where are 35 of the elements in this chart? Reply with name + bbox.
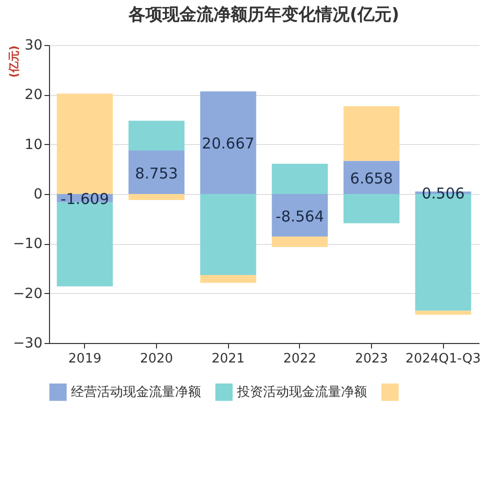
data-label: -8.564 <box>276 207 324 226</box>
data-label: 20.667 <box>202 134 254 153</box>
legend-label: 经营活动现金流量净额 <box>71 384 201 400</box>
y-axis-title: (亿元) <box>8 46 20 78</box>
y-tick-label: −30 <box>12 336 42 352</box>
x-tick-label: 2021 <box>212 352 245 366</box>
data-label: 8.753 <box>135 164 178 182</box>
bar <box>128 120 184 151</box>
bar <box>56 94 113 194</box>
bar <box>272 164 328 194</box>
x-tick-label: 2020 <box>140 352 174 366</box>
y-tick-label: 20 <box>24 87 42 104</box>
x-tick-label: 2022 <box>283 352 316 366</box>
x-tick-label: 2023 <box>354 352 388 366</box>
bar <box>128 194 184 200</box>
bar <box>344 106 400 161</box>
y-tick-label: −20 <box>12 286 42 302</box>
x-tick-label: 2019 <box>68 352 102 366</box>
y-tick-label: −10 <box>12 236 42 252</box>
y-tick-label: 30 <box>24 38 42 54</box>
y-tick-label: 10 <box>24 136 42 153</box>
data-label: -1.609 <box>60 190 110 208</box>
bar <box>200 274 256 283</box>
data-label: 6.658 <box>350 169 393 188</box>
bar <box>128 150 184 194</box>
y-tick-label: 0 <box>34 186 42 202</box>
bar <box>344 194 400 224</box>
legend-label: 投资活动现金流量净额 <box>236 384 367 400</box>
x-tick-label: 2024Q1-Q3 <box>406 352 481 366</box>
bar <box>200 194 256 275</box>
bar <box>200 91 256 194</box>
bar <box>272 236 328 247</box>
bar <box>415 310 472 315</box>
bar <box>272 194 328 237</box>
chart-title: 各项现金流净额历年变化情况(亿元) <box>128 5 400 25</box>
